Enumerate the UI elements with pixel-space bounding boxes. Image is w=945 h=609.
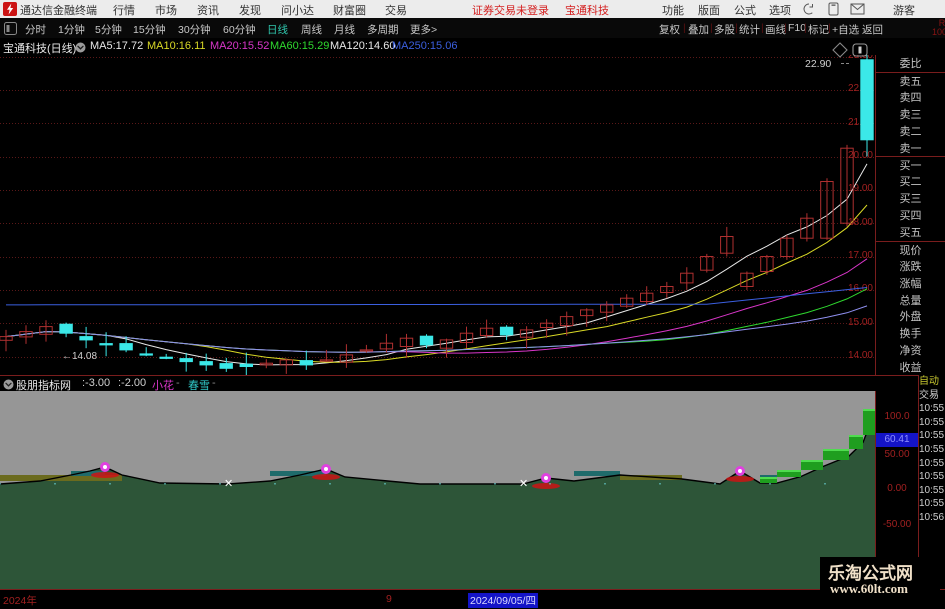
svg-text:✕: ✕: [519, 478, 528, 490]
svg-text:✕: ✕: [224, 478, 233, 490]
